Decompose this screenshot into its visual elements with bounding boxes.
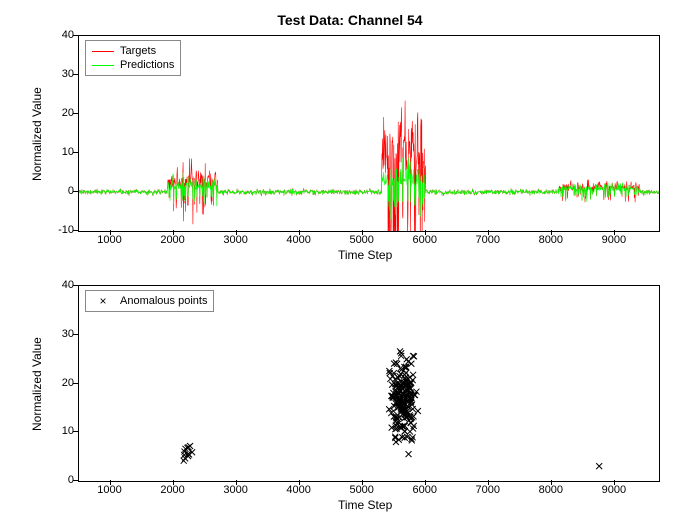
scatter-chart: [79, 286, 659, 481]
x-marker-icon: ×: [92, 295, 114, 307]
legend-bottom: ×Anomalous points: [85, 290, 214, 312]
ylabel-bottom: Normalized Value: [30, 337, 44, 431]
legend-top: TargetsPredictions: [85, 40, 181, 76]
figure-title: Test Data: Channel 54: [0, 12, 700, 28]
subplot-targets-predictions: TargetsPredictions: [78, 35, 660, 232]
xlabel-top: Time Step: [338, 248, 392, 262]
figure: Test Data: Channel 54 TargetsPredictions…: [0, 0, 700, 525]
subplot-anomalies: ×Anomalous points: [78, 285, 660, 482]
xlabel-bottom: Time Step: [338, 498, 392, 512]
ylabel-top: Normalized Value: [30, 87, 44, 181]
